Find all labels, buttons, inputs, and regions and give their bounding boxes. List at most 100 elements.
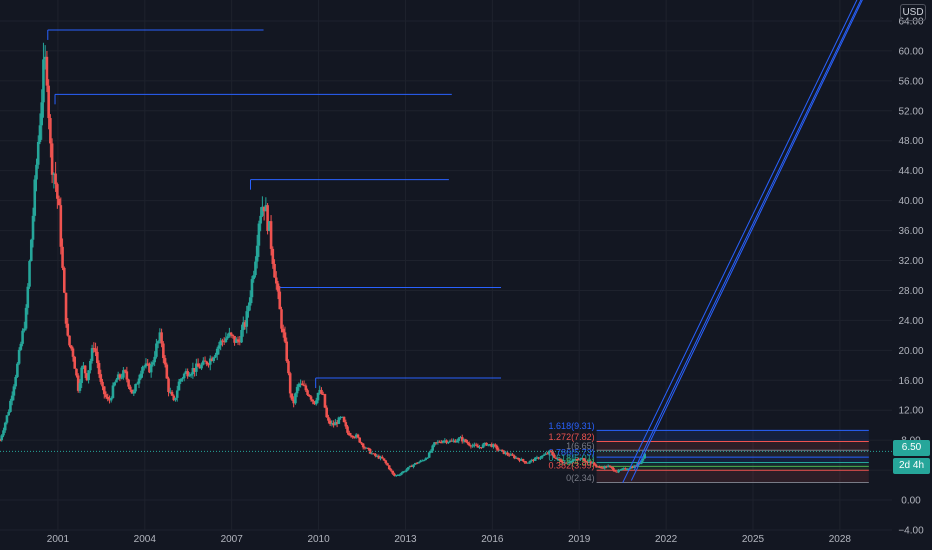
- candle-body: [447, 442, 450, 444]
- candle-body: [546, 453, 549, 455]
- fib-zone: [596, 450, 869, 458]
- candle-body: [561, 462, 565, 464]
- candle-body: [217, 345, 221, 349]
- candle-body: [221, 340, 224, 342]
- candle-body: [339, 417, 342, 419]
- candle-body: [195, 363, 198, 372]
- candle-body: [5, 415, 9, 423]
- candle-body: [405, 469, 408, 472]
- candle-body: [483, 442, 487, 445]
- candle-body: [565, 462, 568, 464]
- candle-body: [471, 445, 474, 447]
- candle-body: [346, 426, 349, 433]
- candle-body: [90, 348, 94, 361]
- fib-level-label: 0.618(5.01): [549, 453, 595, 463]
- candle-body: [608, 465, 612, 467]
- candle-body: [314, 400, 318, 405]
- candle-body: [118, 374, 122, 378]
- trend-lines[interactable]: [622, 0, 869, 484]
- price-axis[interactable]: 64.00 60.00 56.00 52.00 48.00 44.00 40.00 36.00…: [898, 16, 924, 536]
- candle-body: [191, 367, 195, 375]
- candle-body: [577, 459, 580, 461]
- candle-body: [440, 442, 443, 444]
- candle-body: [56, 184, 59, 199]
- candle-body: [106, 396, 110, 400]
- candle-body: [401, 471, 405, 473]
- fib-zone: [596, 430, 869, 442]
- x-tick-label: 2025: [742, 534, 765, 545]
- candle-body: [75, 368, 78, 376]
- candle-body: [264, 205, 268, 212]
- candle-body: [469, 445, 473, 447]
- candle-body: [619, 469, 622, 471]
- candle-body: [374, 453, 377, 456]
- candle-body: [391, 470, 395, 474]
- candle-body: [301, 383, 304, 386]
- candle-body: [214, 354, 217, 358]
- candle-body: [625, 469, 629, 471]
- candle-body: [379, 456, 382, 459]
- candle-body: [332, 423, 335, 426]
- candle-body: [438, 441, 441, 443]
- y-tick-label: −4.00: [898, 526, 924, 537]
- candle-body: [549, 450, 553, 452]
- candle-body: [415, 462, 419, 464]
- candle-body: [76, 375, 80, 391]
- candle-body: [542, 454, 546, 456]
- candle-body: [68, 335, 71, 346]
- candle-body: [328, 420, 332, 425]
- candle-body: [313, 401, 316, 405]
- y-tick-label: 52.00: [898, 106, 923, 117]
- candle-body: [422, 460, 426, 462]
- fibonacci-extension[interactable]: 1.618(9.31)1.272(7.82)1(6.65)0.786(5.73)…: [549, 421, 869, 484]
- candle-body: [203, 360, 207, 362]
- candle-body: [539, 457, 542, 459]
- candle-body: [424, 458, 428, 461]
- candle-body: [266, 205, 269, 231]
- candle-body: [367, 447, 370, 450]
- candle-body: [519, 458, 523, 461]
- candle-body: [492, 444, 495, 447]
- candle-body: [358, 437, 361, 443]
- candle-body: [528, 460, 532, 463]
- candle-body: [393, 473, 396, 476]
- candle-body: [200, 364, 203, 369]
- candle-body: [398, 474, 401, 476]
- candle-body: [612, 467, 615, 471]
- candle-body: [184, 371, 188, 374]
- candle-body: [196, 363, 200, 367]
- candle-body: [396, 474, 400, 476]
- candle-body: [363, 447, 367, 449]
- candle-body: [495, 445, 499, 450]
- candle-body: [59, 205, 63, 247]
- candle-body: [179, 379, 183, 382]
- candle-body: [151, 362, 155, 365]
- y-tick-label: 20.00: [898, 346, 923, 357]
- time-axis[interactable]: 2001 2004 2007 2010 2013 2016 2019 2022 2025 2028: [47, 534, 852, 545]
- candle-body: [407, 467, 410, 470]
- candle-body: [141, 367, 144, 374]
- candle-body: [365, 447, 368, 449]
- candle-body: [426, 457, 429, 459]
- candle-body: [231, 334, 235, 336]
- candle-body: [168, 391, 172, 393]
- candle-body: [354, 434, 358, 438]
- candle-body: [485, 442, 488, 446]
- currency-badge[interactable]: USD: [900, 4, 926, 21]
- candle-body: [276, 283, 280, 292]
- candle-body: [127, 379, 130, 387]
- candle-body: [271, 248, 275, 264]
- candle-body: [113, 382, 116, 386]
- candle-body: [370, 453, 374, 455]
- candle-body: [361, 443, 365, 448]
- candle-body: [158, 332, 162, 342]
- fib-level-label: 0.786(5.73): [549, 448, 595, 458]
- candle-body: [222, 341, 226, 343]
- candle-body: [207, 364, 210, 366]
- candle-body: [45, 56, 49, 86]
- candle-body: [26, 286, 30, 308]
- candle-body: [579, 458, 582, 460]
- candle-body: [334, 422, 337, 426]
- candle-body: [400, 472, 403, 475]
